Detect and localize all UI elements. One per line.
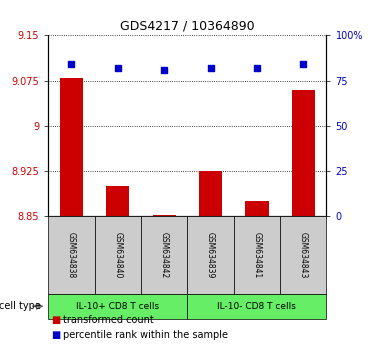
Point [115, 65, 121, 71]
Text: transformed count: transformed count [63, 315, 154, 325]
Text: GSM634843: GSM634843 [299, 232, 308, 278]
Text: GSM634838: GSM634838 [67, 232, 76, 278]
Text: ■: ■ [51, 315, 60, 325]
Point [301, 62, 306, 67]
Point [161, 67, 167, 73]
Bar [292, 90, 315, 216]
Text: GSM634842: GSM634842 [160, 232, 169, 278]
Text: GSM634839: GSM634839 [206, 232, 215, 278]
Point [208, 65, 214, 71]
Bar [60, 78, 83, 216]
Bar [106, 186, 129, 216]
Title: GDS4217 / 10364890: GDS4217 / 10364890 [120, 20, 255, 33]
Text: cell type: cell type [0, 301, 41, 311]
Point [69, 62, 75, 67]
Text: IL-10+ CD8 T cells: IL-10+ CD8 T cells [76, 302, 160, 311]
Text: percentile rank within the sample: percentile rank within the sample [63, 330, 228, 339]
Text: ■: ■ [51, 330, 60, 339]
Bar [152, 215, 176, 216]
Bar [199, 171, 222, 216]
Text: IL-10- CD8 T cells: IL-10- CD8 T cells [217, 302, 296, 311]
Bar [245, 201, 269, 216]
Text: GSM634840: GSM634840 [113, 232, 122, 278]
Point [254, 65, 260, 71]
Text: GSM634841: GSM634841 [252, 232, 262, 278]
